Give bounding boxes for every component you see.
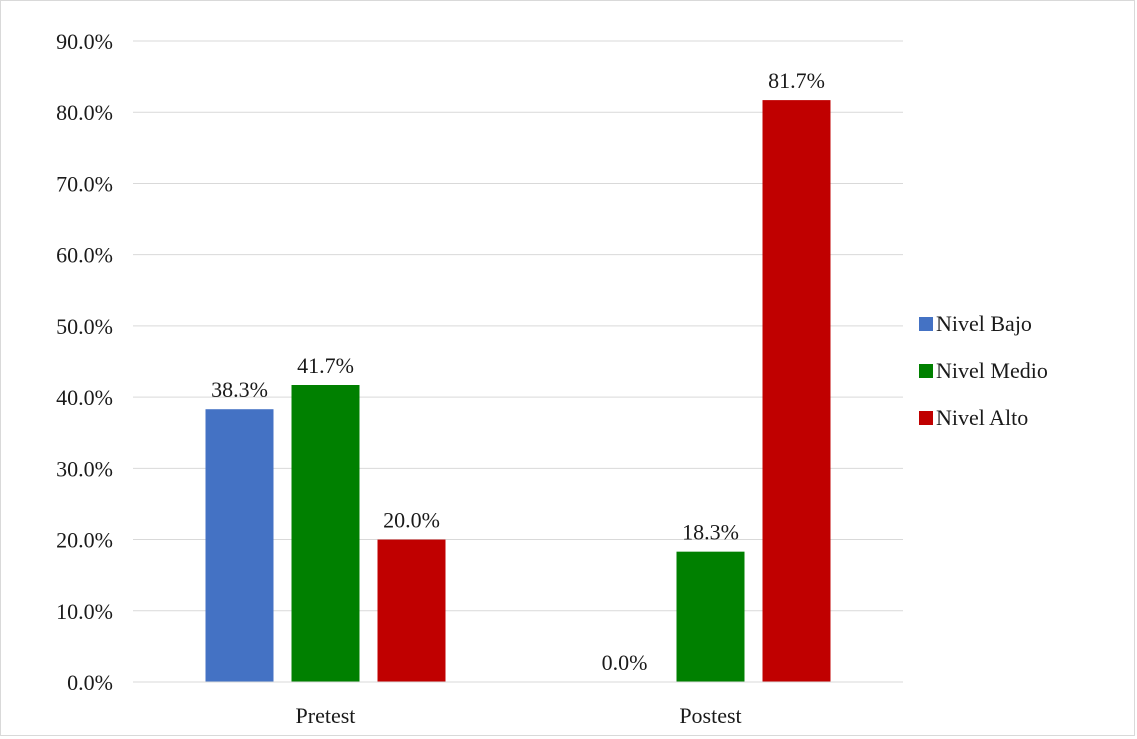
bar: [205, 409, 274, 682]
y-axis-tick-labels: 0.0% 10.0% 20.0% 30.0% 40.0% 50.0% 60.0% 70.0% 8…: [56, 29, 113, 695]
data-label: 20.0%: [383, 508, 440, 533]
data-label: 18.3%: [682, 520, 739, 545]
bars: [205, 100, 831, 682]
y-tick-label: 60.0%: [56, 243, 113, 268]
bar: [377, 539, 446, 682]
bar: [762, 100, 831, 682]
y-tick-label: 90.0%: [56, 29, 113, 54]
legend-swatch: [919, 317, 933, 331]
legend-swatch: [919, 364, 933, 378]
y-tick-label: 40.0%: [56, 385, 113, 410]
x-axis-category-labels: Pretest Postest: [296, 703, 742, 728]
y-tick-label: 80.0%: [56, 100, 113, 125]
y-tick-label: 20.0%: [56, 528, 113, 553]
x-category-label: Postest: [679, 703, 741, 728]
x-category-label: Pretest: [296, 703, 356, 728]
data-label: 0.0%: [602, 650, 648, 675]
bar: [676, 551, 745, 682]
y-tick-label: 70.0%: [56, 171, 113, 196]
y-tick-label: 30.0%: [56, 456, 113, 481]
legend-label: Nivel Alto: [936, 405, 1028, 430]
data-label: 38.3%: [211, 377, 268, 402]
y-tick-label: 10.0%: [56, 599, 113, 624]
legend-label: Nivel Bajo: [936, 311, 1032, 336]
y-tick-label: 50.0%: [56, 314, 113, 339]
bar: [291, 385, 360, 682]
legend-swatch: [919, 411, 933, 425]
y-tick-label: 0.0%: [67, 670, 113, 695]
data-label: 41.7%: [297, 353, 354, 378]
legend-label: Nivel Medio: [936, 358, 1048, 383]
data-label: 81.7%: [768, 68, 825, 93]
legend: Nivel Bajo Nivel Medio Nivel Alto: [919, 311, 1048, 430]
data-labels: 38.3% 41.7% 20.0% 0.0% 18.3% 81.7%: [211, 68, 825, 675]
